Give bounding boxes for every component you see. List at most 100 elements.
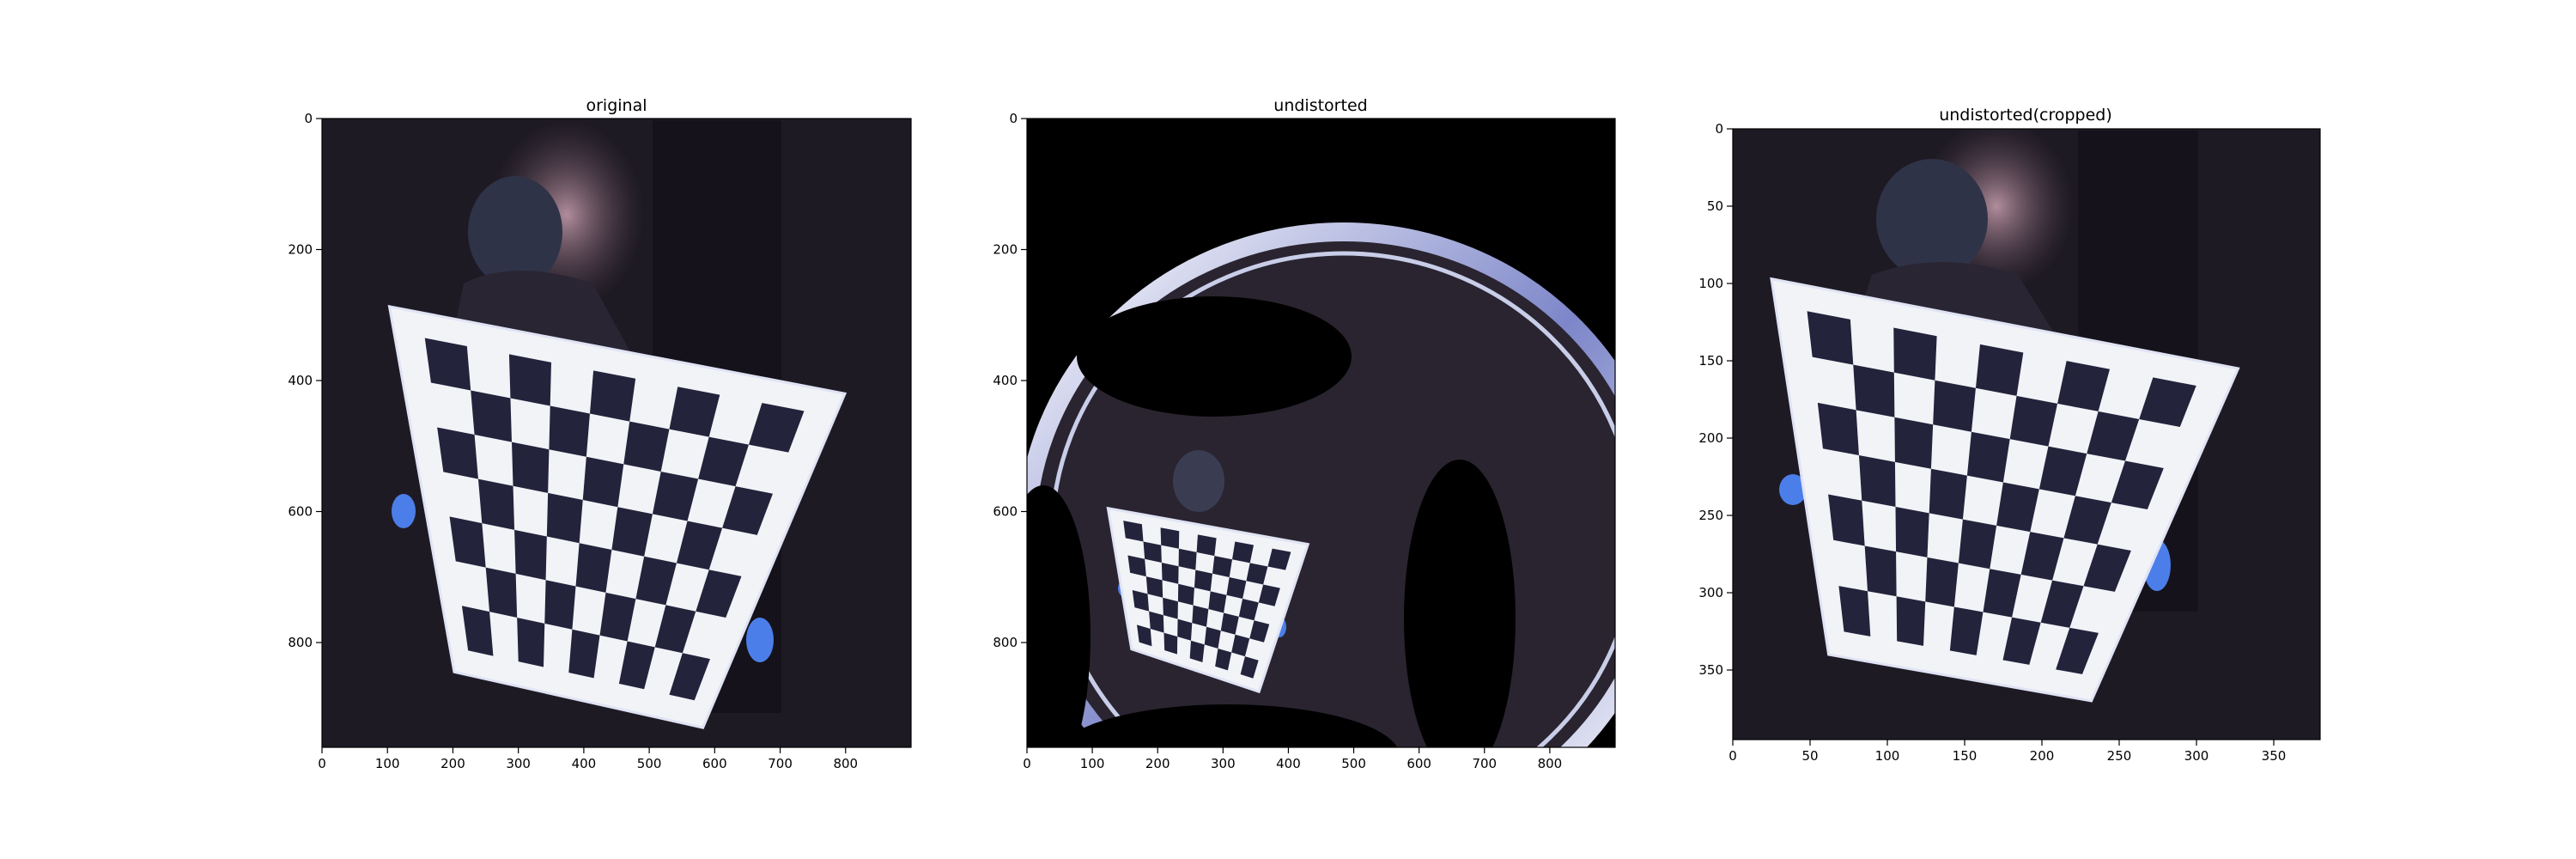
board-square (1189, 640, 1205, 663)
board-square (1933, 380, 1976, 432)
board-square (2002, 617, 2041, 665)
y-tick-label: 400 (993, 373, 1018, 388)
left-glove (392, 494, 416, 528)
board-square (511, 442, 550, 493)
board-square (1232, 541, 1255, 564)
board-square (1220, 612, 1239, 635)
person-head (468, 176, 562, 288)
board-square (549, 405, 590, 457)
y-tick-label: 0 (1715, 121, 1723, 137)
board-square (1258, 584, 1280, 606)
person-head (1876, 159, 1988, 279)
board-square (485, 567, 518, 618)
board-square (1249, 620, 1270, 643)
board-square (1975, 344, 2024, 396)
image-undistorted-cropped (1733, 129, 2320, 740)
y-tick-label: 200 (1698, 430, 1723, 446)
black-void-right (1404, 460, 1516, 747)
board-square (2038, 446, 2087, 497)
board-square (1161, 563, 1179, 584)
board-square (2057, 361, 2111, 411)
axis-ticks: 0 100 200 300 400 500 600 700 800 0 200 400 600 800 (288, 111, 858, 771)
board-square (1929, 468, 1967, 520)
board-square (424, 338, 471, 391)
panel-undistorted-cropped: undistorted(cropped) 0 50 100 150 200 250 300 3… (1698, 106, 2321, 764)
board-square (1149, 611, 1164, 633)
board-square (698, 436, 749, 487)
board-square (635, 556, 677, 606)
board-square (1828, 494, 1865, 546)
panel-undistorted: undistorted 0 100 200 300 400 500 600 700 800 0 20… (993, 96, 1616, 771)
title-undistorted-cropped: undistorted(cropped) (1939, 106, 2112, 125)
board-square (517, 618, 545, 667)
image-undistorted (1027, 119, 1615, 747)
board-square (1996, 482, 2039, 533)
board-square (1145, 576, 1163, 598)
y-tick-label: 200 (288, 242, 313, 258)
board-square (2087, 411, 2140, 461)
y-tick-label: 0 (304, 111, 313, 126)
board-square (1893, 327, 1937, 381)
lens-ring-outer (1027, 222, 1615, 747)
board-square (1208, 591, 1227, 613)
board-square (1864, 545, 1897, 597)
board-square (1238, 599, 1259, 621)
y-tick-label: 600 (993, 504, 1018, 520)
board-square (722, 486, 773, 535)
y-tick-label: 400 (288, 373, 313, 388)
black-void-top (1077, 296, 1352, 417)
board-square (1983, 569, 2021, 618)
board-square (589, 370, 636, 422)
left-glove (1779, 474, 1807, 505)
board-square (1838, 586, 1871, 637)
checkerboard (1106, 506, 1310, 694)
y-tick-label: 350 (1698, 662, 1723, 678)
board-square (1958, 519, 1997, 570)
x-tick-label: 0 (318, 756, 326, 771)
checkerboard (387, 304, 848, 729)
board-square (1132, 589, 1150, 612)
y-tick-label: 50 (1707, 198, 1723, 214)
person-head (1173, 450, 1224, 512)
board-square (1137, 624, 1152, 647)
board-square (1143, 541, 1162, 564)
axes-frame (321, 118, 912, 748)
board-square (1240, 656, 1259, 679)
board-square (654, 605, 696, 654)
y-tick-label: 300 (1698, 585, 1723, 600)
board-square (1817, 402, 1859, 456)
y-tick-label: 800 (993, 635, 1018, 650)
x-tick-label: 500 (637, 756, 662, 771)
board-square (676, 521, 723, 570)
board-square (461, 606, 494, 656)
board-square (1194, 570, 1212, 592)
board-square (1226, 576, 1247, 600)
title-original: original (586, 96, 647, 115)
board-square (1212, 556, 1233, 577)
board-square (1160, 527, 1180, 549)
board-square (1163, 632, 1178, 655)
x-tick-label: 200 (1145, 756, 1170, 771)
board-square (1853, 364, 1895, 417)
axes-frame (1732, 128, 2321, 740)
board-square (1192, 605, 1209, 627)
x-tick-label: 250 (2107, 748, 2132, 764)
board-square (2040, 580, 2084, 628)
board-square (1163, 597, 1178, 619)
axis-ticks: 0 50 100 150 200 250 300 350 0 50 100 150 200 250 300 3… (1698, 121, 2286, 764)
x-tick-label: 600 (702, 756, 727, 771)
panel-original: original 0 100 200 300 400 500 600 700 800 0 200 40… (288, 96, 912, 771)
y-tick-label: 150 (1698, 353, 1723, 369)
x-tick-label: 0 (1728, 748, 1737, 764)
axis-ticks: 0 100 200 300 400 500 600 700 800 0 200 400 600 800 (993, 111, 1562, 771)
board-square (2020, 532, 2064, 581)
board-square (1267, 548, 1291, 570)
x-tick-label: 50 (1801, 748, 1818, 764)
x-tick-label: 100 (1875, 748, 1900, 764)
y-tick-label: 600 (288, 504, 313, 520)
board-square (2063, 496, 2111, 545)
board-square (1177, 583, 1194, 606)
board-square (1925, 557, 1959, 607)
x-tick-label: 100 (1080, 756, 1105, 771)
board-square (748, 403, 805, 453)
